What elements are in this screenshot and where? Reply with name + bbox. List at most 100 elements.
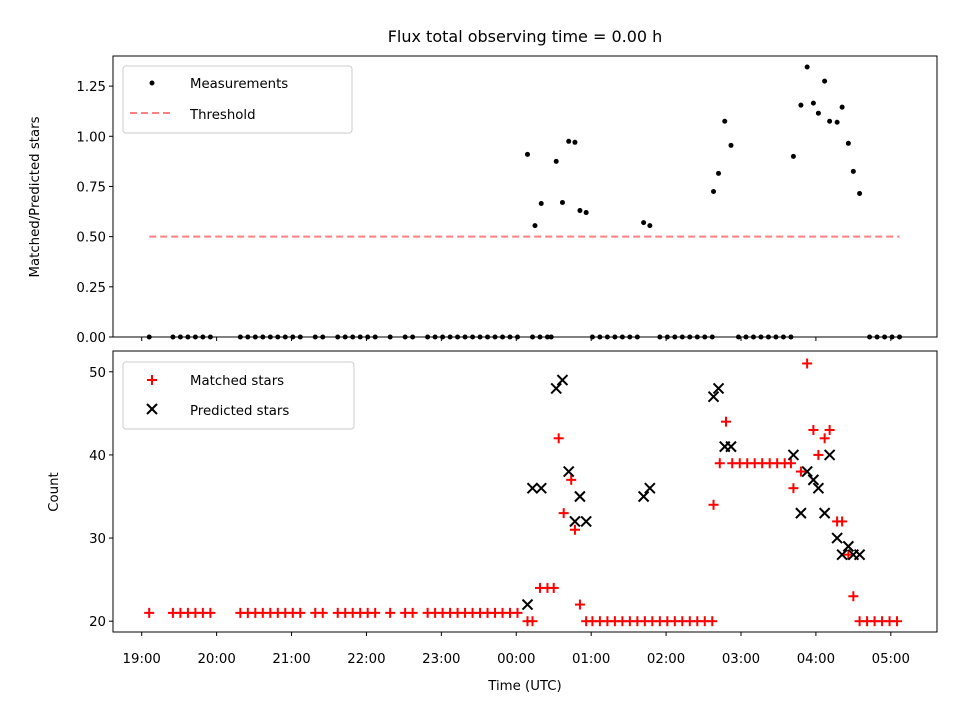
matched-star-point xyxy=(802,358,813,369)
measurement-point xyxy=(572,139,578,145)
legend-measurements-label: Measurements xyxy=(190,77,288,92)
predicted-star-point xyxy=(812,482,825,494)
bottom-panel: 20 30 40 50 19:00 20:00 21:00 22:00 23:00 00:00 0… xyxy=(47,350,938,694)
legend-x-marker xyxy=(146,403,158,415)
measurement-point xyxy=(524,151,530,157)
predicted-star-point xyxy=(836,548,848,561)
predicted-x-b xyxy=(574,490,586,503)
measurement-point xyxy=(647,223,653,229)
bottom-legend: Matched stars Predicted stars xyxy=(122,361,355,430)
predicted-star-point xyxy=(725,440,737,453)
predicted-star-point xyxy=(574,490,586,503)
measurement-point xyxy=(559,200,565,206)
predicted-star-point xyxy=(795,507,807,519)
bottom-y-tick-label: 40 xyxy=(89,449,106,464)
matched-star-point xyxy=(708,499,719,510)
matched-star-point xyxy=(569,524,580,535)
x-tick-label: 20:00 xyxy=(197,652,235,667)
measurement-point xyxy=(804,64,810,70)
predicted-x-b xyxy=(795,507,807,519)
top-plot-marks xyxy=(146,64,903,340)
top-y-axis-label: Matched/Predicted stars xyxy=(28,116,43,277)
legend-matched-label: Matched stars xyxy=(190,374,284,389)
measurement-point xyxy=(532,223,538,229)
measurement-point xyxy=(583,210,589,216)
matched-star-point xyxy=(788,483,799,494)
measurement-point xyxy=(728,142,734,148)
predicted-star-point xyxy=(526,482,539,494)
legend-dot-marker xyxy=(149,80,155,86)
matched-star-point xyxy=(295,607,306,618)
measurement-point xyxy=(577,208,583,214)
matched-star-point xyxy=(707,616,718,627)
measurement-point xyxy=(641,220,647,226)
bottom-plot-marks xyxy=(144,358,903,627)
predicted-x-b xyxy=(801,465,813,478)
measurement-point xyxy=(566,138,572,144)
predicted-x-b xyxy=(818,507,831,519)
matched-star-point xyxy=(558,508,569,519)
bottom-x-axis: 19:00 20:00 21:00 22:00 23:00 00:00 01:00 02:00… xyxy=(123,632,910,667)
measurement-point xyxy=(845,140,851,146)
predicted-x-b xyxy=(644,482,656,494)
matched-star-point xyxy=(205,607,216,618)
matched-star-point xyxy=(548,582,559,593)
measurement-point xyxy=(722,118,728,124)
bottom-y-tick-label: 20 xyxy=(89,615,106,630)
matched-star-point xyxy=(843,549,854,560)
predicted-star-point xyxy=(535,482,547,494)
predicted-x-b xyxy=(725,440,737,453)
x-tick-label: 21:00 xyxy=(272,652,310,667)
measurement-point xyxy=(716,170,722,176)
predicted-star-point xyxy=(823,449,836,461)
measurement-point xyxy=(798,102,804,108)
predicted-x-b xyxy=(562,465,575,478)
predicted-x-b xyxy=(807,474,820,486)
predicted-star-point xyxy=(644,482,656,494)
predicted-x-b xyxy=(712,382,725,395)
measurement-point xyxy=(839,104,845,110)
top-y-tick-label: 1.00 xyxy=(76,130,106,145)
predicted-x-b xyxy=(521,598,534,611)
matched-star-point xyxy=(144,607,155,618)
top-panel: 0.00 0.25 0.50 0.75 1.00 1.25 Matched/Predict… xyxy=(28,55,938,346)
predicted-star-point xyxy=(707,391,720,403)
measurement-point xyxy=(827,118,833,124)
measurement-point xyxy=(815,110,821,116)
predicted-x-b xyxy=(569,515,581,528)
top-y-tick-label: 0.00 xyxy=(76,331,106,346)
x-tick-label: 00:00 xyxy=(497,652,535,667)
x-tick-label: 23:00 xyxy=(422,652,460,667)
x-axis-label: Time (UTC) xyxy=(487,679,562,694)
top-legend: Measurements Threshold xyxy=(122,65,353,134)
top-legend-box xyxy=(122,65,353,134)
x-tick-label: 05:00 xyxy=(872,652,910,667)
measurement-point xyxy=(538,201,544,207)
matched-star-point xyxy=(808,424,819,435)
bottom-y-axis-label: Count xyxy=(47,472,62,512)
matched-star-point xyxy=(714,458,725,469)
matched-star-point xyxy=(527,616,538,627)
measurement-point xyxy=(790,153,796,159)
predicted-x-b xyxy=(580,515,592,528)
predicted-x-b xyxy=(707,391,720,403)
top-y-tick-label: 0.50 xyxy=(76,231,106,246)
predicted-star-point xyxy=(818,507,831,519)
predicted-star-point xyxy=(562,465,575,478)
matched-star-point xyxy=(813,449,824,460)
predicted-star-point xyxy=(807,474,820,486)
bottom-y-tick-label: 30 xyxy=(89,532,106,547)
measurement-point xyxy=(850,168,856,174)
legend-plus-marker xyxy=(147,375,157,385)
legend-predicted-label: Predicted stars xyxy=(190,404,289,419)
x-tick-label: 02:00 xyxy=(647,652,685,667)
x-tick-label: 22:00 xyxy=(347,652,385,667)
x-tick-label: 03:00 xyxy=(722,652,760,667)
predicted-star-point xyxy=(712,382,725,395)
predicted-star-point xyxy=(569,515,581,528)
matched-star-point xyxy=(566,474,577,485)
predicted-x-b xyxy=(812,482,825,494)
measurement-point xyxy=(822,78,828,84)
matched-star-point xyxy=(317,607,328,618)
predicted-star-point xyxy=(842,540,855,553)
